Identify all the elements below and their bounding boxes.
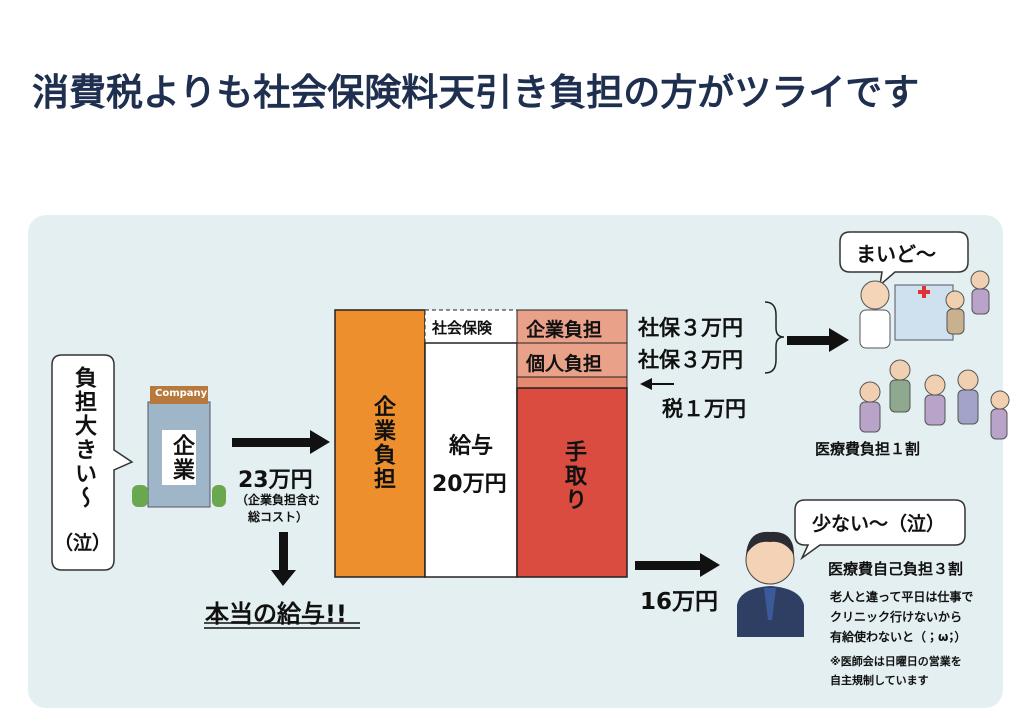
total-cost-note: 総コスト） xyxy=(248,510,309,524)
deduction: 税１万円 xyxy=(662,397,746,421)
caption-line: クリニック行けないから xyxy=(830,610,963,624)
speech-bubble xyxy=(794,499,966,561)
caption: 医療費負担１割 xyxy=(815,440,921,458)
bubble-text: （泣） xyxy=(54,532,112,554)
caption-line: 有給使わないと（；ω；） xyxy=(830,630,967,644)
arrows xyxy=(232,328,849,586)
company-sign: Company xyxy=(155,388,208,399)
tax-bar xyxy=(516,376,628,389)
bubble-text: 少ない〜（泣） xyxy=(812,513,946,535)
employer-share-bar xyxy=(516,309,628,344)
company-label: 企業 xyxy=(169,434,194,482)
company-icon xyxy=(132,386,226,508)
caption-line: 老人と違って平日は仕事で xyxy=(830,590,974,604)
deduction: 社保３万円 xyxy=(638,316,743,340)
deduction: 社保３万円 xyxy=(638,348,743,372)
note-line: 自主規制しています xyxy=(830,674,929,687)
social-insurance-box xyxy=(424,309,518,344)
take-home-amount: 16万円 xyxy=(640,589,719,615)
underline xyxy=(204,622,360,629)
bar-label: 個人負担 xyxy=(526,353,603,375)
title: 消費税よりも社会保険料天引き負担の方がツライです xyxy=(32,71,920,114)
bar-label: 20万円 xyxy=(432,472,507,497)
speech-bubble xyxy=(839,231,969,287)
note-line: ※医師会は日曜日の営業を xyxy=(830,655,962,668)
speech-bubble xyxy=(51,354,134,571)
caption-heading: 医療費自己負担３割 xyxy=(828,560,964,578)
bar-label: 企業負担 xyxy=(526,319,603,341)
take-home-bar xyxy=(516,387,628,578)
worker-illustration xyxy=(737,531,804,637)
bar-label: 社会保険 xyxy=(432,319,493,337)
bubble-text: 負担大きい〜 xyxy=(71,366,96,510)
bar-label: 給与 xyxy=(449,434,494,459)
bubble-text: まいど〜 xyxy=(856,242,936,266)
brace xyxy=(764,301,785,374)
salary-bar xyxy=(424,342,518,578)
total-cost: 23万円 xyxy=(238,468,313,493)
real-salary: 本当の給与!! xyxy=(205,600,347,628)
bar-label: 企業負担 xyxy=(370,395,395,491)
bar-label: 手取り xyxy=(561,440,586,512)
hospital-illustration xyxy=(859,270,1010,440)
total-cost-note: （企業負担含む xyxy=(236,493,321,507)
